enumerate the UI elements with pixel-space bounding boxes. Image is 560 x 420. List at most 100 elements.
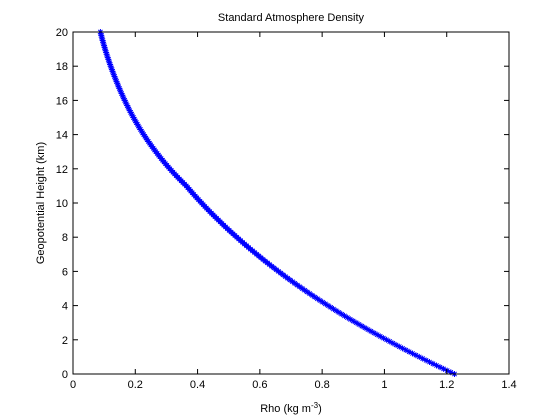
x-tick-label: 0.2	[128, 379, 143, 391]
data-point-marker	[104, 52, 111, 59]
data-point-marker	[361, 324, 368, 331]
x-axis-title-exponent: -3	[311, 401, 319, 410]
y-tick-label: 14	[56, 130, 68, 142]
data-point-marker	[380, 335, 387, 342]
data-point-marker	[107, 63, 114, 70]
data-point-marker	[377, 333, 384, 340]
data-point-marker	[133, 119, 140, 126]
data-point-marker	[301, 287, 308, 294]
data-point-marker	[113, 78, 120, 85]
data-point-marker	[416, 353, 423, 360]
y-tick-label: 0	[62, 369, 68, 381]
x-tick-label: 1.4	[501, 379, 516, 391]
data-point-marker	[128, 111, 135, 118]
data-point-marker	[314, 295, 321, 302]
data-point-marker	[335, 309, 342, 316]
data-point-marker	[309, 292, 316, 299]
data-point-marker	[327, 304, 334, 311]
data-point-marker	[333, 307, 340, 314]
x-tick-label: 0.6	[252, 379, 267, 391]
data-point-marker	[409, 350, 416, 357]
data-point-marker	[117, 88, 124, 95]
data-point-marker	[344, 314, 351, 321]
data-point-marker	[127, 109, 134, 116]
data-point-marker	[114, 82, 121, 89]
x-axis-title: Rho (kg m-3)	[260, 401, 322, 415]
data-point-marker	[383, 336, 390, 343]
data-point-marker	[393, 341, 400, 348]
data-point-marker	[115, 83, 122, 90]
data-point-marker	[110, 71, 117, 78]
data-point-marker	[110, 70, 117, 77]
data-point-marker	[105, 58, 112, 65]
data-point-marker	[119, 92, 126, 99]
x-tick-label: 0.4	[190, 379, 205, 391]
data-point-marker	[102, 46, 109, 53]
data-point-marker	[112, 76, 119, 83]
x-tick-label: 0.8	[314, 379, 329, 391]
y-tick-label: 20	[56, 27, 68, 39]
x-tick-label: 1.2	[439, 379, 454, 391]
data-point-marker	[429, 360, 436, 367]
y-tick-label: 2	[62, 335, 68, 347]
data-point-marker	[306, 290, 313, 297]
data-point-marker	[304, 288, 311, 295]
data-point-marker	[330, 306, 337, 313]
data-point-marker	[123, 100, 130, 107]
data-point-marker	[132, 117, 139, 124]
data-point-marker	[125, 105, 132, 112]
data-point-marker	[356, 321, 363, 328]
y-tick-label: 4	[62, 301, 68, 313]
chart-title: Standard Atmosphere Density	[218, 12, 365, 24]
data-point-marker	[108, 64, 115, 71]
data-point-marker	[117, 87, 124, 94]
data-point-marker	[319, 299, 326, 306]
data-point-marker	[121, 97, 128, 104]
data-point-marker	[447, 369, 454, 376]
data-point-marker	[134, 121, 141, 128]
plot-area	[73, 32, 509, 374]
data-point-marker	[131, 116, 138, 123]
data-point-marker	[341, 312, 348, 319]
x-tick-label: 1	[381, 379, 387, 391]
data-point-marker	[102, 47, 109, 54]
data-point-marker	[107, 61, 114, 68]
data-point-marker	[350, 317, 357, 324]
data-point-marker	[103, 51, 110, 58]
series-layer	[97, 29, 458, 377]
y-tick-label: 6	[62, 266, 68, 278]
data-point-marker	[112, 75, 119, 82]
data-point-marker	[374, 331, 381, 338]
data-point-marker	[406, 348, 413, 355]
data-point-marker	[104, 54, 111, 61]
data-point-marker	[118, 90, 125, 97]
data-point-marker	[437, 364, 444, 371]
data-point-marker	[347, 316, 354, 323]
y-tick-label: 8	[62, 232, 68, 244]
y-tick-label: 18	[56, 61, 68, 73]
data-point-marker	[396, 343, 403, 350]
data-point-marker	[124, 102, 131, 109]
data-point-marker	[130, 114, 137, 121]
data-point-marker	[103, 49, 110, 56]
data-point-marker	[325, 302, 332, 309]
data-point-marker	[294, 282, 301, 289]
data-point-marker	[419, 355, 426, 362]
data-point-marker	[423, 357, 430, 364]
data-point-marker	[311, 294, 318, 301]
data-point-marker	[111, 73, 118, 80]
ticks-layer: 0 0.2 0.4 0.6 0.8 1 1.2 1.4 0 2 4 6 8 10 12 14 16 18 20	[56, 27, 517, 391]
y-axis-title: Geopotential Height (km)	[35, 142, 47, 264]
data-point-marker	[125, 104, 132, 111]
data-point-marker	[440, 365, 447, 372]
data-point-marker	[122, 99, 129, 106]
data-point-marker	[371, 329, 378, 336]
data-point-marker	[367, 328, 374, 335]
data-point-marker	[353, 319, 360, 326]
x-tick-label: 0	[70, 379, 76, 391]
data-point-marker	[358, 323, 365, 330]
data-point-marker	[322, 300, 329, 307]
data-point-marker	[338, 311, 345, 318]
y-tick-label: 16	[56, 95, 68, 107]
data-point-marker	[386, 338, 393, 345]
